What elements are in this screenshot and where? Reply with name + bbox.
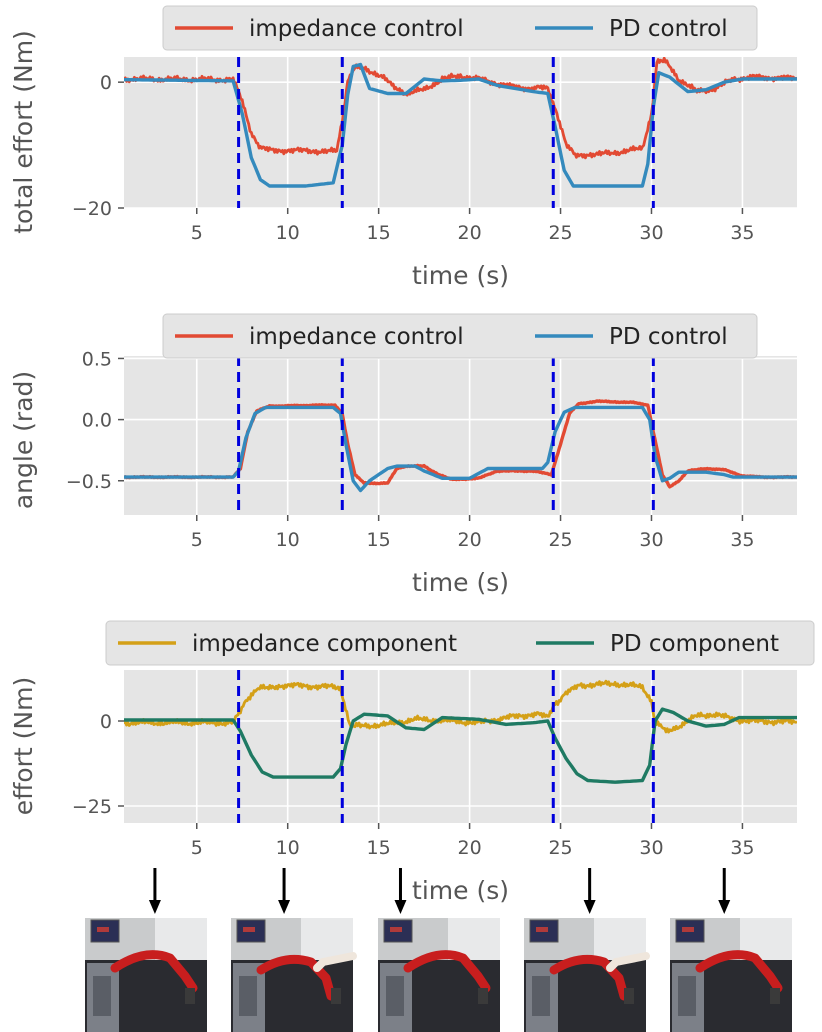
y-tick-label: 0.0	[82, 410, 112, 432]
y-axis-label: effort (Nm)	[9, 677, 38, 816]
y-tick-label: 0	[100, 711, 112, 733]
legend: impedance control PD control	[162, 5, 758, 51]
robot-screen-eyes	[243, 927, 255, 932]
robot-torso	[678, 976, 696, 1016]
legend: impedance control PD control	[162, 313, 758, 359]
robot-snapshot-photo	[378, 918, 500, 1032]
legend-label: PD component	[610, 631, 779, 657]
robot-gripper	[770, 988, 780, 1004]
x-tick-label: 20	[458, 529, 482, 551]
legend-box	[105, 620, 815, 666]
robot-torso	[532, 976, 550, 1016]
plot-background	[124, 670, 797, 823]
robot-screen-eyes	[390, 927, 402, 932]
robot-screen-eyes	[682, 927, 694, 932]
robot-torso	[93, 976, 111, 1016]
y-tick-label: 0.5	[82, 348, 112, 370]
robot-screen-eyes	[97, 927, 109, 932]
x-tick-label: 20	[458, 222, 482, 244]
chart-panel-2: 0.5 0.0 −0.5 5 10 15 20 25 30 35 time (s) angle (ra…	[9, 313, 797, 597]
robot-arm	[549, 954, 629, 1001]
x-tick-label: 15	[367, 529, 391, 551]
y-tick-label: −25	[72, 796, 112, 818]
arrow-head	[148, 900, 161, 914]
plot-area	[124, 399, 797, 493]
robot-gripper	[624, 988, 634, 1004]
series-line-impedance-control	[124, 57, 797, 160]
robot-arm	[403, 950, 491, 993]
robot-snapshot-photo	[524, 918, 650, 1032]
y-axis-label: angle (rad)	[9, 371, 38, 509]
x-tick-label: 10	[276, 837, 300, 859]
x-axis-label: time (s)	[412, 876, 509, 905]
plot-background	[124, 356, 797, 515]
legend-label: PD control	[609, 324, 728, 350]
y-tick-label: 0	[100, 72, 112, 94]
x-tick-label: 5	[191, 837, 203, 859]
robot-gripper	[331, 988, 341, 1004]
plot-area	[124, 57, 797, 188]
robot-gripper	[185, 988, 195, 1004]
robot-torso	[239, 976, 257, 1016]
y-tick-label: −20	[72, 198, 112, 220]
x-tick-label: 30	[639, 222, 663, 244]
x-tick-label: 15	[367, 837, 391, 859]
x-tick-label: 10	[276, 529, 300, 551]
legend: impedance component PD component	[105, 620, 815, 666]
series-line-impedance-component	[124, 679, 797, 734]
arrow-head	[718, 900, 731, 914]
legend-label: impedance control	[249, 324, 464, 350]
robot-arm	[110, 950, 198, 993]
human-arm	[606, 952, 650, 972]
x-tick-label: 25	[548, 529, 572, 551]
x-tick-label: 5	[191, 222, 203, 244]
x-tick-label: 30	[639, 529, 663, 551]
arrow-head	[278, 900, 291, 914]
human-arm	[313, 952, 357, 972]
arrow-head	[394, 900, 407, 914]
x-tick-label: 20	[458, 837, 482, 859]
x-axis-label: time (s)	[412, 261, 509, 290]
x-tick-label: 25	[548, 222, 572, 244]
x-tick-label: 35	[730, 529, 754, 551]
series-line-PD-control	[124, 405, 797, 493]
robot-arm	[256, 954, 336, 1001]
legend-box	[162, 313, 758, 359]
x-tick-label: 15	[367, 222, 391, 244]
x-tick-label: 35	[730, 837, 754, 859]
robot-snapshot-photo	[85, 918, 207, 1032]
robot-screen-eyes	[536, 927, 548, 932]
x-tick-label: 30	[639, 837, 663, 859]
robot-gripper	[478, 988, 488, 1004]
y-tick-label: −0.5	[66, 471, 112, 493]
robot-arm	[695, 950, 783, 993]
y-axis-label: total effort (Nm)	[9, 30, 38, 234]
x-tick-label: 10	[276, 222, 300, 244]
snapshot-strip	[85, 868, 792, 1032]
robot-snapshot-photo	[231, 918, 357, 1032]
arrow-head	[583, 900, 596, 914]
robot-torso	[386, 976, 404, 1016]
robot-snapshot-photo	[670, 918, 792, 1032]
legend-label: impedance control	[249, 16, 464, 42]
legend-label: PD control	[609, 16, 728, 42]
legend-label: impedance component	[192, 631, 457, 657]
legend-box	[162, 5, 758, 51]
x-tick-label: 35	[730, 222, 754, 244]
x-tick-label: 25	[548, 837, 572, 859]
x-axis-label: time (s)	[412, 568, 509, 597]
chart-panel-3: 0 −25 5 10 15 20 25 30 35 time (s) effort (Nm) impe…	[9, 620, 815, 905]
chart-panel-1: 0 −20 5 10 15 20 25 30 35 time (s) total effort (N…	[9, 5, 797, 290]
series-line-PD-control	[124, 62, 797, 188]
x-tick-label: 5	[191, 529, 203, 551]
